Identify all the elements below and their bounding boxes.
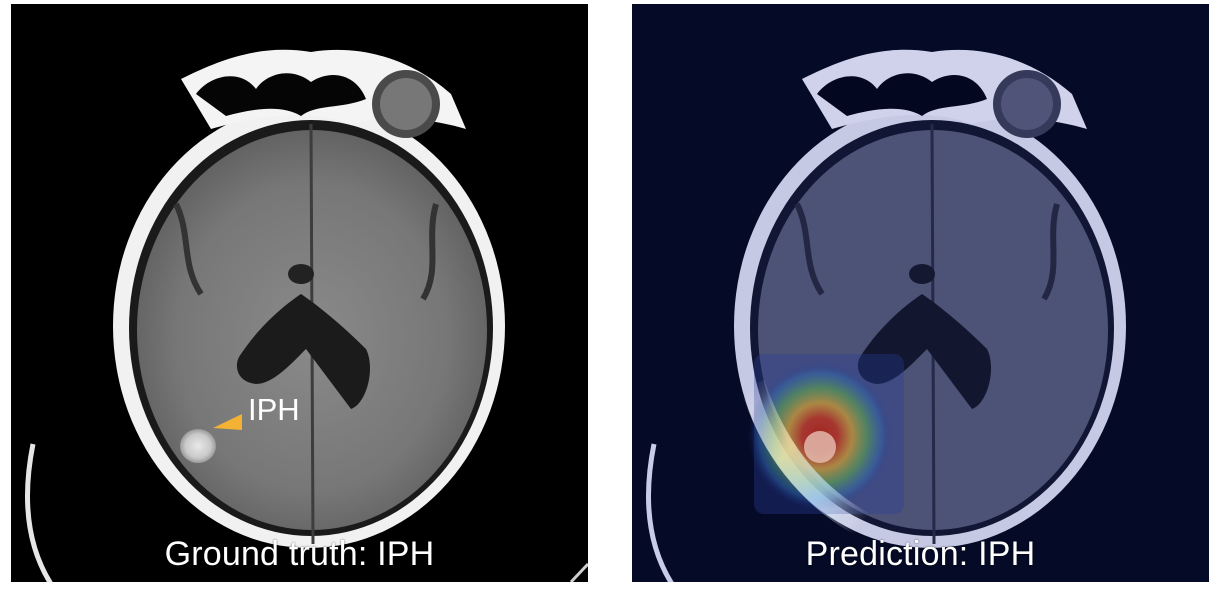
panel-caption-prediction: Prediction: IPH	[805, 535, 1036, 573]
prediction-panel: Prediction: IPH	[632, 4, 1209, 582]
hemorrhage-lesion	[804, 431, 836, 463]
panel-caption-ground-truth: Ground truth: IPH	[164, 535, 435, 573]
annotation-arrow-icon	[213, 414, 242, 430]
ct-scan-image	[24, 49, 588, 582]
hemorrhage-lesion	[180, 429, 216, 463]
scanner-table-arc	[24, 443, 53, 582]
skull-glow-artifact	[739, 379, 869, 536]
ground-truth-panel: IPH Ground truth: IPH	[11, 4, 588, 582]
ct-scan-heatmap-image	[645, 49, 1126, 582]
lateral-ventricles	[236, 294, 371, 409]
annotation-label: IPH	[248, 392, 300, 427]
